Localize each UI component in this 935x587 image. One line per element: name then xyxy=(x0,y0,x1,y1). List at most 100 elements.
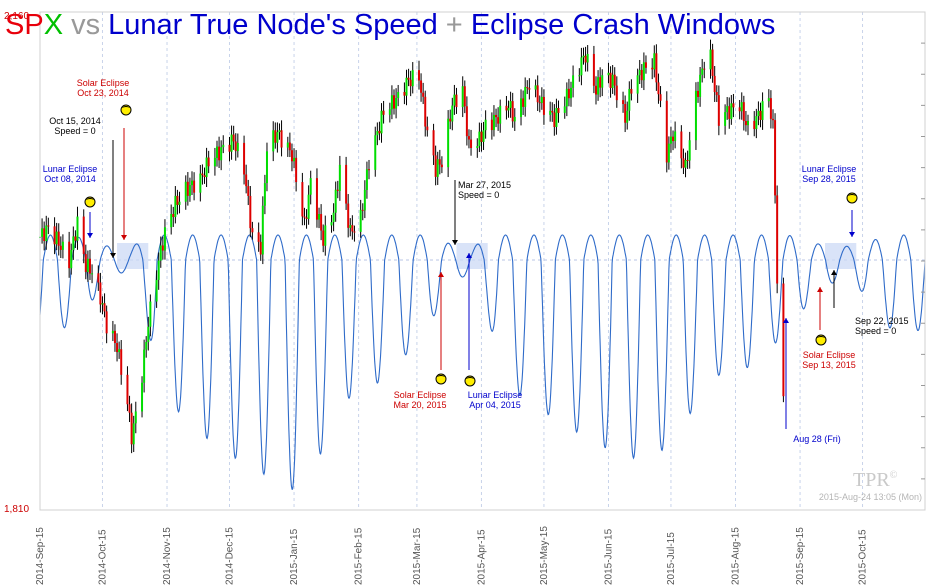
spx-bar-body xyxy=(684,160,687,168)
spx-bar-body xyxy=(222,144,225,148)
eclipse-window xyxy=(456,243,488,269)
spx-bar-body xyxy=(709,49,712,70)
spx-bar-body xyxy=(320,214,323,231)
spx-bar-body xyxy=(178,201,181,205)
spx-bar-body xyxy=(74,236,77,241)
spx-bar-body xyxy=(376,130,379,136)
spx-bar-body xyxy=(322,230,325,246)
spx-bar-body xyxy=(205,157,208,178)
spx-bar-body xyxy=(526,87,529,89)
spx-bar-body xyxy=(611,74,614,88)
spx-bar-body xyxy=(538,102,541,104)
spx-bar-body xyxy=(782,283,785,397)
spx-bar-body xyxy=(236,142,239,152)
annotation-label: Aug 28 (Fri) xyxy=(793,434,841,444)
spx-bar-body xyxy=(43,228,46,242)
spx-bar-body xyxy=(513,116,516,122)
annotation-label: Lunar Eclipse xyxy=(468,390,523,400)
spx-bar-body xyxy=(438,159,441,165)
spx-bar-body xyxy=(128,404,131,413)
spx-bar-body xyxy=(172,214,175,218)
spx-bar-body xyxy=(351,225,354,232)
x-tick-label: 2015-Jul-15 xyxy=(666,532,677,585)
spx-bar-body xyxy=(522,98,525,107)
spx-bar-body xyxy=(382,110,385,115)
spx-bar-body xyxy=(332,212,335,223)
spx-bar-body xyxy=(742,102,745,121)
spx-bar-body xyxy=(147,326,150,343)
spx-bar-body xyxy=(334,189,337,213)
spx-bar-body xyxy=(207,157,210,167)
spx-bar-body xyxy=(76,216,79,241)
eclipse-icon xyxy=(815,334,827,346)
x-tick-label: 2015-Jun-15 xyxy=(603,528,614,585)
spx-bar-body xyxy=(424,96,427,127)
spx-bar-body xyxy=(378,130,381,134)
spx-bar-body xyxy=(597,77,600,95)
spx-bar-body xyxy=(184,181,187,202)
spx-bar-body xyxy=(330,222,333,226)
spx-bar-body xyxy=(188,185,191,196)
title-part-1: X xyxy=(44,9,63,41)
spx-bar-body xyxy=(626,110,629,123)
eclipse-shadow-icon xyxy=(86,197,94,200)
x-tick-label: 2015-Jan-15 xyxy=(289,528,300,585)
spx-bar-body xyxy=(715,91,718,96)
annotation-arrowhead xyxy=(783,318,789,323)
spx-bar-body xyxy=(434,155,437,177)
spx-bar-body xyxy=(47,225,50,227)
annotation-label: Sep 22, 2015 xyxy=(855,316,909,326)
spx-bar-body xyxy=(130,412,133,445)
spx-bar-body xyxy=(467,136,470,140)
x-tick-label: 2014-Nov-15 xyxy=(162,527,173,585)
spx-bar-body xyxy=(345,164,348,204)
x-tick-label: 2015-Apr-15 xyxy=(476,529,487,585)
spx-bar-body xyxy=(536,85,539,103)
x-tick-label: 2015-May-15 xyxy=(539,526,550,585)
spx-bar-body xyxy=(628,88,631,111)
spx-bar-body xyxy=(405,77,408,96)
spx-bar-body xyxy=(572,75,575,88)
spx-bar-body xyxy=(534,85,537,90)
spx-bar-body xyxy=(420,80,423,93)
spx-bar-body xyxy=(653,53,656,70)
spx-bar-body xyxy=(511,101,514,122)
annotation-arrowhead xyxy=(438,272,444,277)
x-tick-label: 2014-Dec-15 xyxy=(224,527,235,585)
spx-bar-body xyxy=(594,85,597,95)
annotation-label: Sep 13, 2015 xyxy=(802,360,856,370)
spx-bar-body xyxy=(505,105,508,111)
spx-bar-body xyxy=(453,94,456,106)
spx-bar-body xyxy=(141,382,144,412)
spx-bar-body xyxy=(70,249,73,269)
spx-bar-body xyxy=(251,228,254,233)
spx-bar-body xyxy=(409,79,412,87)
spx-bar-body xyxy=(347,203,350,228)
spx-bar-body xyxy=(499,105,502,124)
spx-bar-body xyxy=(397,91,400,99)
spx-bar-body xyxy=(738,107,741,112)
spx-bar-body xyxy=(638,69,641,76)
spx-bar-body xyxy=(290,150,293,162)
spx-bar-body xyxy=(665,100,668,163)
spx-bar-body xyxy=(163,227,166,251)
spx-bar-body xyxy=(470,139,473,148)
spx-bar-body xyxy=(353,231,356,233)
annotation-label: Oct 08, 2014 xyxy=(44,174,96,184)
spx-bar-body xyxy=(771,118,774,121)
spx-bar-body xyxy=(726,106,729,113)
spx-bar-body xyxy=(774,120,777,196)
spx-bar-body xyxy=(730,103,733,119)
spx-bar-body xyxy=(565,88,568,107)
spx-bar-body xyxy=(293,157,296,162)
spx-bar-body xyxy=(553,112,556,127)
spx-bar-body xyxy=(272,130,275,152)
spx-bar-body xyxy=(447,118,450,168)
annotation-label: Solar Eclipse xyxy=(394,390,447,400)
spx-bar-body xyxy=(257,232,260,242)
spx-bar-body xyxy=(380,110,383,134)
eclipse-shadow-icon xyxy=(437,374,445,377)
spx-bar-body xyxy=(45,225,48,242)
annotation-arrowhead xyxy=(452,240,458,245)
spx-bar-body xyxy=(307,194,310,219)
